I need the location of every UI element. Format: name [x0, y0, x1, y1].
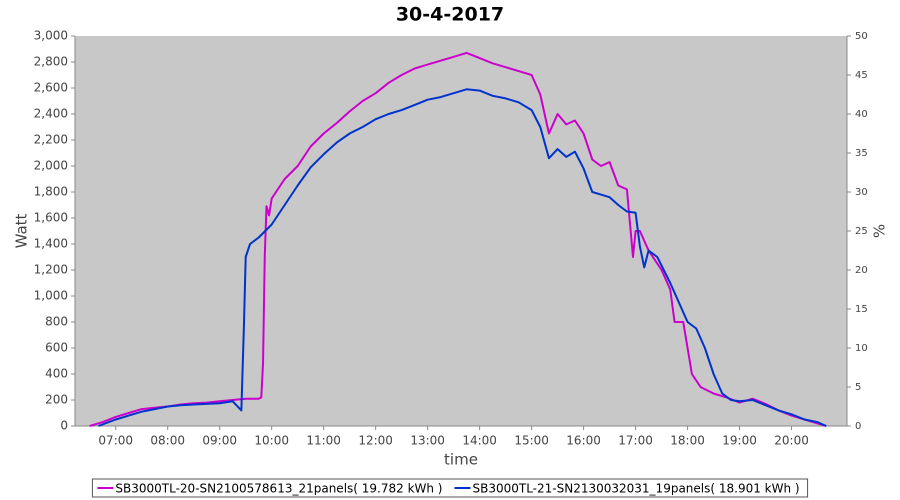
y2-tick-label: 0 [855, 421, 861, 432]
y2-tick-label: 30 [855, 187, 868, 198]
x-tick-label: 12:00 [358, 434, 393, 448]
y-tick-label: 2,600 [34, 81, 68, 95]
plot-area [75, 36, 847, 426]
legend-box [91, 478, 809, 498]
y2-tick-label: 40 [855, 109, 868, 120]
y2-tick-label: 50 [855, 31, 868, 42]
y2-tick-label: 10 [855, 343, 868, 354]
y2-tick-label: 45 [855, 70, 868, 81]
y-tick-label: 1,200 [34, 263, 68, 277]
y-tick-label: 2,800 [34, 55, 68, 69]
y2-tick-label: 15 [855, 304, 868, 315]
x-tick-label: 09:00 [202, 434, 237, 448]
y-tick-label: 400 [45, 367, 68, 381]
y-tick-label: 800 [45, 315, 68, 329]
x-tick-label: 16:00 [566, 434, 601, 448]
y-tick-label: 0 [60, 419, 68, 433]
y2-tick-label: 20 [855, 265, 868, 276]
y-tick-label: 200 [45, 393, 68, 407]
y2-tick-label: 5 [855, 382, 861, 393]
x-tick-label: 17:00 [618, 434, 653, 448]
x-tick-label: 19:00 [722, 434, 757, 448]
x-tick-label: 08:00 [150, 434, 185, 448]
x-tick-label: 14:00 [462, 434, 497, 448]
series-line [98, 88, 827, 427]
y-tick-label: 600 [45, 341, 68, 355]
y-axis-label: Watt [13, 213, 31, 248]
x-tick-label: 15:00 [514, 434, 549, 448]
y-tick-label: 2,200 [34, 133, 68, 147]
x-tick-label: 11:00 [306, 434, 341, 448]
y2-tick-label: 25 [855, 226, 868, 237]
y2-axis-label: % [871, 224, 889, 238]
x-tick-label: 20:00 [774, 434, 809, 448]
y2-tick-label: 35 [855, 148, 868, 159]
x-tick-label: 13:00 [410, 434, 445, 448]
y-tick-label: 1,800 [34, 185, 68, 199]
x-tick-label: 07:00 [98, 434, 133, 448]
x-tick-label: 10:00 [254, 434, 289, 448]
legend-label: SB3000TL-21-SN2130032031_19panels( 18.90… [472, 482, 799, 496]
x-axis-label: time [444, 451, 478, 469]
legend-label: SB3000TL-20-SN2100578613_21panels( 19.78… [115, 482, 442, 496]
chart-title: 30-4-2017 [396, 4, 504, 26]
y-tick-label: 1,600 [34, 211, 68, 225]
y-tick-label: 2,400 [34, 107, 68, 121]
y-tick-label: 1,000 [34, 289, 68, 303]
x-tick-label: 18:00 [670, 434, 705, 448]
y-tick-label: 3,000 [34, 29, 68, 43]
legend: SB3000TL-20-SN2100578613_21panels( 19.78… [91, 478, 809, 498]
y-tick-label: 2,000 [34, 159, 68, 173]
y-tick-label: 1,400 [34, 237, 68, 251]
